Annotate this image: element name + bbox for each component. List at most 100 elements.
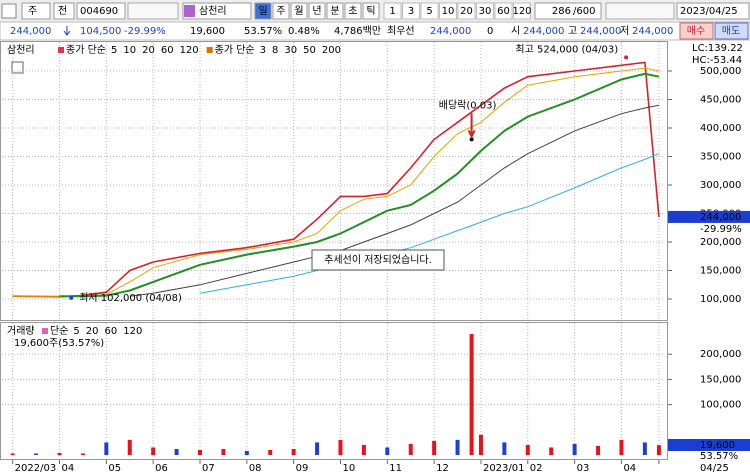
legend-period[interactable]: 60 — [105, 326, 118, 337]
volume-bar — [291, 448, 296, 455]
x-tick-label: 11 — [389, 463, 402, 474]
legend-period[interactable]: 10 — [123, 45, 136, 56]
legend-period[interactable]: 5 — [73, 326, 79, 337]
interval-button[interactable] — [476, 2, 494, 20]
low-label: 저 — [620, 25, 629, 37]
chart-tools[interactable] — [605, 2, 675, 20]
volume-bar — [127, 439, 132, 455]
annotation: 배당락(0.03) — [439, 99, 497, 111]
legend-label: 단순 — [50, 325, 68, 337]
info-bar — [0, 21, 750, 41]
mode-select[interactable] — [53, 2, 75, 20]
volume-bar — [221, 448, 226, 455]
interval: 20 — [460, 6, 473, 17]
turnover: 0.48% — [288, 26, 320, 37]
legend-period[interactable]: 5 — [111, 45, 117, 56]
period-button[interactable] — [362, 2, 380, 20]
x-tick-label: 04 — [623, 463, 636, 474]
y-tick-label: 200,000 — [700, 349, 741, 360]
legend-period[interactable]: 120 — [180, 45, 199, 56]
chart-title: 삼천리 — [7, 44, 35, 56]
interval: 5 — [426, 6, 432, 17]
period: 주 — [276, 6, 285, 17]
interval-button[interactable] — [457, 2, 476, 20]
legend-period[interactable]: 20 — [142, 45, 155, 56]
interval-button[interactable] — [439, 2, 457, 20]
name-box[interactable] — [182, 2, 252, 20]
volume-bar — [549, 447, 554, 455]
volume-bar — [34, 453, 39, 455]
annotation-arrow — [467, 113, 476, 139]
interval: 3 — [408, 6, 414, 17]
interval-button[interactable] — [402, 2, 420, 20]
code: 004690 — [80, 6, 118, 17]
interval-button[interactable] — [494, 2, 513, 20]
legend-period[interactable]: 3 — [260, 45, 266, 56]
notice: 추세선이 저장되었습니다. — [324, 254, 432, 266]
ma-line — [199, 153, 660, 294]
annotation-point — [624, 55, 629, 60]
period: 분 — [330, 5, 339, 17]
period-button[interactable] — [344, 2, 362, 20]
legend-period[interactable]: 8 — [272, 45, 278, 56]
count-box[interactable] — [534, 2, 602, 20]
best-label: 최우선 — [387, 25, 415, 37]
down-arrow — [63, 26, 71, 36]
volume-bar — [432, 440, 437, 455]
interval: 60 — [497, 6, 510, 17]
interval-button[interactable] — [383, 2, 402, 20]
grid-icon[interactable] — [11, 61, 24, 74]
period-button[interactable] — [308, 2, 326, 20]
volume-rate: 53.57% — [244, 26, 282, 37]
legend-period[interactable]: 60 — [161, 45, 174, 56]
x-tick-label: 03 — [577, 463, 590, 474]
legend-label: 종가 단순 — [215, 44, 255, 56]
y-tick-label: 350,000 — [700, 152, 741, 163]
legend-period[interactable]: 50 — [303, 45, 316, 56]
buy-button[interactable] — [679, 22, 714, 40]
interval: 10 — [442, 6, 455, 17]
x-tick-label: 09 — [296, 463, 309, 474]
legend-period[interactable]: 20 — [86, 326, 99, 337]
legend-label: 종가 단순 — [66, 44, 106, 56]
market-select[interactable] — [21, 2, 51, 20]
interval: 1 — [389, 6, 395, 17]
count-max: /600 — [573, 6, 595, 17]
y-tick-label: 500,000 — [700, 66, 741, 77]
period-button[interactable] — [272, 2, 290, 20]
legend-period[interactable]: 120 — [123, 326, 142, 337]
open-label: 시 — [511, 25, 520, 37]
volume-bar — [80, 453, 85, 455]
interval-button[interactable] — [420, 2, 439, 20]
stock-name: 삼천리 — [199, 5, 227, 17]
y-tick-label: 100,000 — [700, 400, 741, 411]
sell[interactable]: 매도 — [722, 25, 740, 37]
change: 104,500 — [80, 26, 121, 37]
mode: 전 — [58, 5, 67, 17]
y-tick-label: 150,000 — [700, 374, 741, 385]
volume-tag-bg — [668, 439, 750, 451]
date-box[interactable] — [676, 2, 750, 20]
x-tick-label: 05 — [108, 463, 121, 474]
code-input[interactable] — [76, 2, 126, 20]
count: 286 — [552, 6, 571, 17]
menu-icon[interactable] — [1, 3, 17, 19]
buy[interactable]: 매수 — [687, 25, 705, 37]
period-button[interactable] — [254, 2, 272, 20]
ma-line — [129, 104, 659, 297]
period-button[interactable] — [326, 2, 344, 20]
low: 244,000 — [632, 26, 673, 37]
sell-button[interactable] — [714, 22, 749, 40]
legend-period[interactable]: 200 — [322, 45, 341, 56]
amount: 4,786백만 — [334, 25, 381, 37]
period: 일 — [258, 5, 267, 17]
period-button[interactable] — [290, 2, 308, 20]
volume-bar — [642, 442, 647, 455]
tool-buttons[interactable] — [127, 2, 179, 20]
market: 주 — [28, 6, 37, 17]
legend-period[interactable]: 30 — [284, 45, 297, 56]
interval-button[interactable] — [513, 2, 531, 20]
volume-bar — [455, 439, 460, 455]
change-tag: -29.99% — [700, 224, 742, 235]
volume-bar — [596, 445, 601, 455]
